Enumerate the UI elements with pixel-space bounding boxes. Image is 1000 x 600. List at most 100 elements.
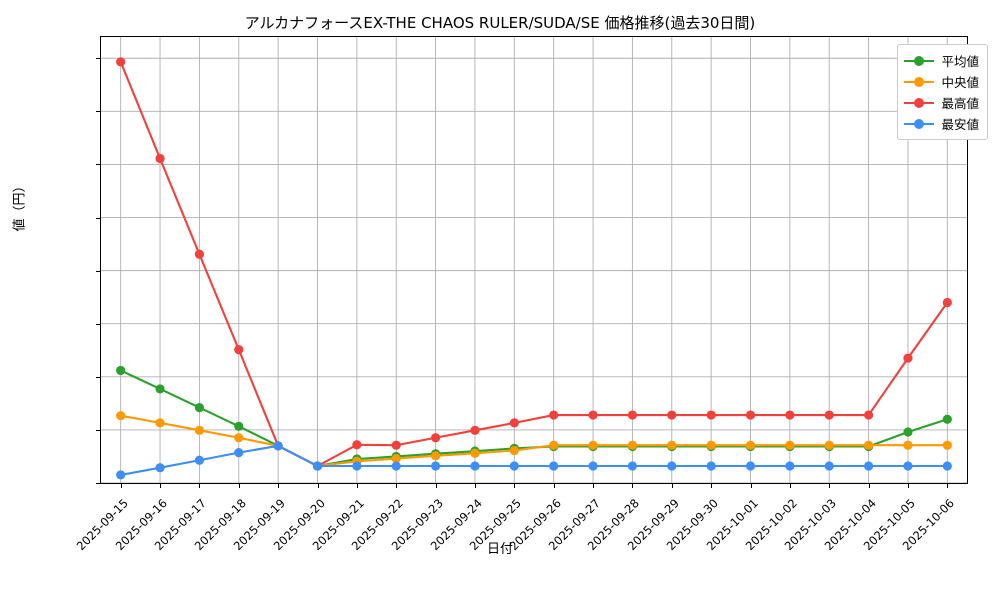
data-point [706,410,716,420]
data-point [234,448,244,458]
data-point [903,440,913,450]
x-tick-mark [160,484,162,488]
legend-swatch-icon [904,96,935,110]
chart-legend: 平均値中央値最高値最安値 [897,44,988,140]
data-point [627,410,638,420]
x-tick-mark [474,484,476,488]
x-tick-mark [750,484,752,488]
data-point [942,297,952,308]
data-point [549,461,559,471]
data-point [194,425,205,435]
data-point [863,461,874,471]
y-tick-mark [96,483,100,484]
x-tick-mark [553,484,555,488]
x-tick-label: 2025-10-06 [900,496,958,554]
data-point [549,440,559,450]
series-lines [119,60,949,476]
data-point [549,410,559,420]
data-point [470,461,480,471]
data-point [352,440,362,450]
data-point [234,433,244,443]
series-line-2 [119,60,949,468]
data-point [194,403,205,413]
data-point [627,440,638,450]
data-point [824,440,834,450]
data-point [588,440,598,450]
series-line-3 [119,444,949,476]
y-tick-mark [96,217,100,219]
x-tick-mark [238,484,240,488]
data-point [745,410,756,420]
x-tick-mark [671,484,673,488]
data-point [430,433,441,443]
data-point [155,153,165,164]
data-point [745,461,756,471]
data-point [942,414,952,424]
data-point [155,463,165,473]
data-point [903,461,913,471]
x-tick-mark [829,484,831,488]
x-tick-mark [868,484,870,488]
data-point [863,410,874,420]
legend-item-2[interactable]: 最高値 [904,92,979,113]
x-tick-mark [514,484,516,488]
data-point [509,418,519,428]
data-point [116,365,126,376]
data-point [667,440,677,450]
plot-svg [101,37,967,483]
data-point [903,353,913,363]
data-point [785,440,795,450]
legend-item-1[interactable]: 中央値 [904,71,979,92]
data-point [509,445,519,456]
series-markers [116,57,952,480]
gridlines [101,37,967,483]
data-point [391,453,401,464]
x-tick-mark [396,484,398,488]
x-tick-mark [278,484,280,488]
data-point [155,418,165,428]
data-point [942,440,952,450]
data-point [627,461,638,471]
legend-item-label: 最安値 [941,117,979,132]
data-point [706,440,716,450]
data-point [824,410,834,420]
x-tick-mark [199,484,201,488]
data-point [903,427,913,437]
data-point [430,461,441,471]
x-tick-mark [907,484,909,488]
data-point [234,421,244,431]
data-point [194,249,205,259]
x-tick-mark [947,484,949,488]
data-point [391,440,401,450]
data-point [194,455,205,465]
x-tick-mark [317,484,319,488]
legend-item-0[interactable]: 平均値 [904,50,979,71]
x-tick-mark [789,484,791,488]
data-point [785,461,795,471]
x-tick-mark [593,484,595,488]
data-point [312,461,323,471]
y-tick-mark [96,323,100,325]
x-tick-mark [120,484,122,488]
legend-item-label: 最高値 [941,96,979,111]
data-point [116,57,126,67]
data-point [509,461,519,471]
x-tick-mark [711,484,713,488]
legend-item-3[interactable]: 最安値 [904,113,979,134]
legend-item-label: 平均値 [941,54,979,69]
x-tick-mark [356,484,358,488]
series-line-1 [119,414,949,468]
y-tick-mark [96,270,100,272]
legend-item-label: 中央値 [941,75,979,90]
data-point [588,410,598,420]
data-point [234,345,244,355]
data-point [470,425,480,435]
legend-swatch-icon [904,54,935,68]
y-tick-mark [96,111,100,113]
legend-swatch-icon [904,117,935,131]
data-point [391,461,401,471]
data-point [273,441,283,451]
data-point [706,461,716,471]
data-point [155,384,165,394]
